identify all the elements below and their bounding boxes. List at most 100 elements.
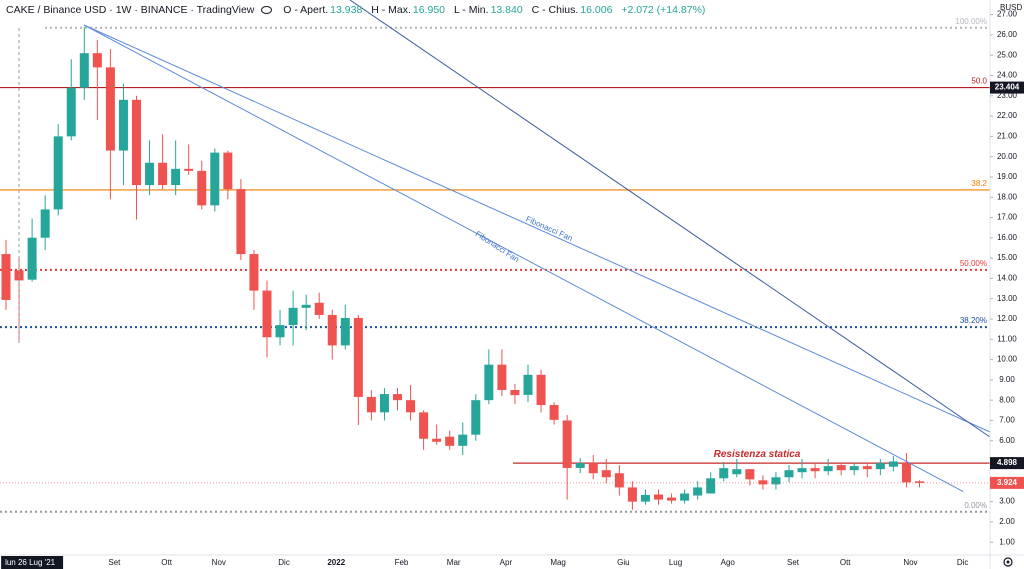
candle-body bbox=[536, 374, 546, 406]
y-tick-label: 27.00 bbox=[997, 10, 1018, 19]
candle-body bbox=[510, 390, 520, 396]
candle-body bbox=[693, 487, 703, 496]
stat-value: 16.950 bbox=[412, 4, 446, 16]
x-tick-label: Set bbox=[787, 558, 800, 567]
candle-body bbox=[680, 493, 690, 501]
y-tick-label: 11.00 bbox=[997, 334, 1017, 343]
candle-body bbox=[601, 470, 611, 478]
y-tick-label: 15.00 bbox=[997, 253, 1018, 262]
fan-line bbox=[83, 24, 991, 433]
candle-body bbox=[249, 254, 259, 291]
x-tick-label: Apr bbox=[500, 558, 513, 567]
candle-body bbox=[132, 99, 141, 186]
level-label: 50.00% bbox=[960, 259, 987, 268]
price-box bbox=[990, 476, 1024, 489]
x-tick-label: Ago bbox=[721, 558, 736, 567]
candle-body bbox=[549, 405, 559, 420]
x-tick-label: Nov bbox=[212, 558, 226, 567]
symbol: CAKE / Binance USD · 1W · BINANCE · Trad… bbox=[6, 4, 255, 16]
candle-body bbox=[758, 480, 768, 485]
candle-body bbox=[79, 53, 89, 88]
y-tick-label: 19.00 bbox=[997, 172, 1018, 181]
y-tick-label: 7.00 bbox=[999, 416, 1015, 425]
candle-body bbox=[314, 302, 324, 315]
settings-icon[interactable] bbox=[1003, 557, 1013, 567]
level-label: 50.0 bbox=[971, 77, 987, 86]
y-tick-label: 6.00 bbox=[999, 436, 1015, 445]
candle-body bbox=[784, 470, 794, 478]
candle-body bbox=[432, 438, 442, 442]
x-tick-label: Set bbox=[108, 558, 121, 567]
candle-body bbox=[301, 304, 311, 308]
level-label: 38.2 bbox=[971, 179, 987, 188]
x-tick-label: Lug bbox=[669, 558, 682, 567]
candle-body bbox=[888, 461, 898, 467]
candle-body bbox=[640, 494, 650, 502]
price-box-label: 23.404 bbox=[995, 83, 1020, 92]
y-tick-label: 13.00 bbox=[997, 294, 1018, 303]
candle-body bbox=[497, 364, 507, 391]
candle-body bbox=[366, 396, 376, 413]
stat-label: C - Chius. bbox=[531, 4, 579, 16]
stat-value: 13.840 bbox=[490, 4, 523, 16]
candle-body bbox=[223, 152, 233, 190]
candle-body bbox=[27, 237, 37, 280]
candle-body bbox=[1, 254, 11, 300]
y-tick-label: 1.00 bbox=[999, 537, 1015, 546]
y-tick-label: 14.00 bbox=[997, 274, 1018, 283]
x-tick-label: lun 26 Lug '21 bbox=[5, 558, 56, 567]
y-tick-label: 17.00 bbox=[997, 213, 1018, 222]
axes: 1.002.003.004.005.006.007.008.009.0010.0… bbox=[1, 10, 1024, 569]
y-tick-label: 3.00 bbox=[999, 497, 1015, 506]
candle-body bbox=[145, 162, 155, 186]
candle-body bbox=[327, 314, 337, 346]
candle-body bbox=[627, 487, 637, 502]
y-tick-label: 21.00 bbox=[997, 131, 1018, 140]
candle-body bbox=[340, 317, 350, 346]
level-label: 38.20% bbox=[960, 316, 987, 325]
price-box-label: 4.898 bbox=[997, 458, 1018, 467]
candle-body bbox=[288, 307, 298, 326]
candle-body bbox=[901, 463, 911, 483]
candle-body bbox=[379, 394, 389, 413]
candle-body bbox=[458, 434, 468, 446]
candle-body bbox=[915, 481, 924, 483]
candle-body bbox=[732, 469, 742, 475]
candle-body bbox=[262, 290, 272, 338]
price-box bbox=[990, 457, 1024, 470]
candle-body bbox=[393, 394, 402, 401]
plot: 100.00% 50.0 38.2 50.00% 38.20% 0.00% Resisten… bbox=[0, 17, 990, 513]
candle-body bbox=[184, 168, 194, 171]
candle-body bbox=[197, 170, 207, 206]
legend-header: CAKE / Binance USD · 1W · BINANCE · Trad… bbox=[6, 4, 711, 16]
stat-value: 16.006 bbox=[580, 4, 613, 16]
candle-body bbox=[614, 473, 624, 488]
stat-label: O - Apert. bbox=[283, 4, 329, 16]
y-tick-label: 20.00 bbox=[997, 152, 1018, 161]
candle-body bbox=[40, 209, 50, 238]
crosshair-date-box bbox=[1, 556, 64, 569]
candle-body bbox=[353, 317, 363, 397]
x-tick-label: Dic bbox=[957, 558, 969, 567]
candle-body bbox=[171, 168, 181, 186]
candle-body bbox=[275, 325, 285, 338]
fan-line bbox=[83, 24, 964, 492]
candle-body bbox=[862, 466, 872, 470]
candle-body bbox=[562, 420, 572, 468]
x-tick-label: Giu bbox=[617, 558, 629, 567]
candle-body bbox=[210, 152, 220, 206]
candle-body bbox=[471, 400, 481, 435]
stat-label: H - Max. bbox=[371, 4, 411, 16]
y-tick-label: 24.00 bbox=[997, 71, 1018, 80]
x-tick-label: Feb bbox=[395, 558, 409, 567]
candle-body bbox=[797, 468, 807, 473]
x-tick-label: Nov bbox=[903, 558, 917, 567]
level-label: 0.00% bbox=[964, 501, 987, 510]
y-tick-label: 26.00 bbox=[997, 30, 1018, 39]
candle-body bbox=[118, 99, 128, 151]
eye-icon[interactable] bbox=[261, 6, 273, 15]
candle-body bbox=[810, 468, 820, 472]
